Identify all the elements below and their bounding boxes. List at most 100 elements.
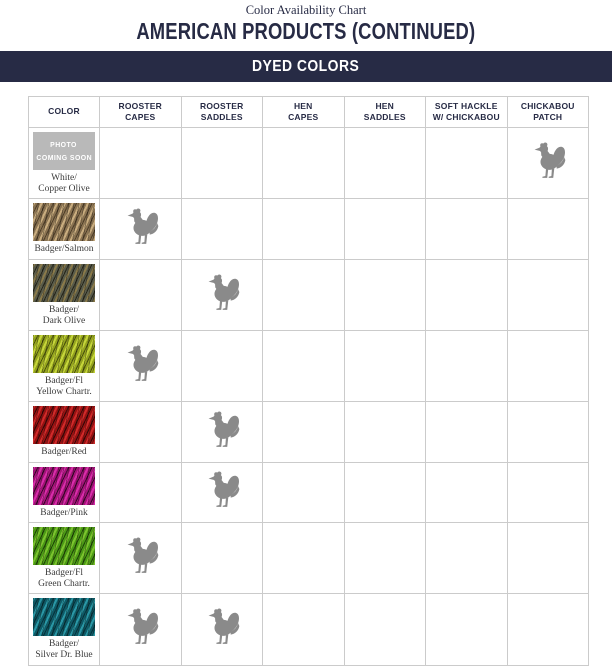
availability-cell-hen_saddles <box>343 198 426 260</box>
availability-cell-hen_saddles <box>343 521 426 595</box>
availability-cell-hen_capes <box>262 126 345 200</box>
availability-cell-rooster_capes <box>99 521 182 595</box>
availability-cell-chickabou_patch <box>506 593 589 666</box>
availability-cell-rooster_saddles <box>180 593 263 666</box>
availability-table: COLOR ROOSTER CAPES ROOSTER SADDLES HEN CAPES H… <box>28 96 589 666</box>
column-header-hen_saddles: HEN SADDLES <box>343 96 426 128</box>
photo-placeholder: PHOTO COMING SOON <box>33 132 95 170</box>
color-cell: Badger/Fl Yellow Chartr. <box>28 330 100 403</box>
table-row: Badger/Pink <box>28 461 589 523</box>
color-label: Badger/Silver Dr. Blue <box>35 639 93 661</box>
availability-cell-hen_capes <box>262 258 345 332</box>
availability-cell-soft_hackle_chickabou <box>425 126 508 200</box>
color-label: Badger/Salmon <box>34 244 94 255</box>
color-label: Badger/Fl Green Chartr. <box>38 567 90 590</box>
color-cell: Badger/Silver Dr. Blue <box>28 593 100 666</box>
table-row: Badger/Salmon <box>28 198 589 260</box>
availability-cell-rooster_saddles <box>180 330 263 403</box>
availability-cell-rooster_capes <box>99 401 182 463</box>
availability-cell-hen_capes <box>262 521 345 595</box>
color-cell: Badger/Red <box>28 401 100 463</box>
availability-cell-soft_hackle_chickabou <box>425 401 508 463</box>
availability-cell-rooster_saddles <box>180 198 263 260</box>
availability-cell-soft_hackle_chickabou <box>425 198 508 260</box>
feather-swatch-badger-fl-yellow-chartr <box>33 335 95 374</box>
availability-cell-rooster_saddles <box>180 461 263 523</box>
section-banner: DYED COLORS <box>0 51 612 82</box>
feather-swatch-badger-silver-dr-blue <box>33 598 95 637</box>
rooster-icon <box>203 606 240 647</box>
availability-cell-rooster_saddles <box>180 521 263 595</box>
availability-cell-chickabou_patch <box>506 401 589 463</box>
availability-cell-chickabou_patch <box>506 258 589 332</box>
availability-cell-rooster_saddles <box>180 126 263 200</box>
color-label: White/Copper Olive <box>38 173 90 195</box>
availability-cell-hen_saddles <box>343 461 426 523</box>
feather-swatch-badger-salmon <box>33 203 95 242</box>
availability-cell-rooster_capes <box>99 330 182 403</box>
availability-cell-hen_capes <box>262 593 345 666</box>
column-header-rooster_capes: ROOSTER CAPES <box>99 96 182 128</box>
rooster-icon <box>529 140 566 181</box>
availability-cell-hen_saddles <box>343 330 426 403</box>
header-row: COLOR ROOSTER CAPES ROOSTER SADDLES HEN CAPES H… <box>28 96 589 128</box>
availability-cell-soft_hackle_chickabou <box>425 461 508 523</box>
color-label: Badger/Fl Yellow Chartr. <box>36 376 92 398</box>
availability-cell-soft_hackle_chickabou <box>425 258 508 332</box>
availability-cell-rooster_capes <box>99 126 182 200</box>
availability-cell-hen_saddles <box>343 126 426 200</box>
availability-cell-hen_capes <box>262 330 345 403</box>
color-label: Badger/Dark Olive <box>42 304 86 326</box>
feather-swatch-badger-red <box>33 406 95 445</box>
availability-cell-hen_capes <box>262 401 345 463</box>
availability-cell-hen_capes <box>262 198 345 260</box>
availability-cell-chickabou_patch <box>506 461 589 523</box>
availability-cell-chickabou_patch <box>506 521 589 595</box>
color-cell: Badger/Pink <box>28 461 100 523</box>
rooster-icon <box>203 409 240 450</box>
section-banner-text: DYED COLORS <box>252 57 360 75</box>
color-label: Badger/Red <box>41 447 87 458</box>
table-row: Badger/Red <box>28 401 589 463</box>
availability-cell-hen_saddles <box>343 258 426 332</box>
feather-swatch-badger-dark-olive <box>33 263 95 302</box>
table-row: Badger/Fl Green Chartr. <box>28 521 589 595</box>
color-cell: Badger/Dark Olive <box>28 258 100 332</box>
availability-cell-rooster_saddles <box>180 258 263 332</box>
rooster-icon <box>122 606 159 647</box>
table-row: PHOTO COMING SOON White/Copper Olive <box>28 126 589 200</box>
page-title-text: AMERICAN PRODUCTS (CONTINUED) <box>136 18 476 44</box>
column-header-hen_capes: HEN CAPES <box>262 96 345 128</box>
page-title: AMERICAN PRODUCTS (CONTINUED) <box>0 18 612 46</box>
table-row: Badger/Silver Dr. Blue <box>28 593 589 666</box>
rooster-icon <box>203 469 240 510</box>
feather-swatch-badger-fl-green-chartr <box>33 526 95 565</box>
availability-cell-rooster_capes <box>99 593 182 666</box>
table-row: Badger/Fl Yellow Chartr. <box>28 330 589 403</box>
availability-cell-soft_hackle_chickabou <box>425 593 508 666</box>
color-cell: Badger/Salmon <box>28 198 100 260</box>
rooster-icon <box>122 343 159 384</box>
availability-cell-rooster_capes <box>99 461 182 523</box>
availability-cell-hen_saddles <box>343 401 426 463</box>
table-row: Badger/Dark Olive <box>28 258 589 332</box>
column-header-rooster_saddles: ROOSTER SADDLES <box>180 96 263 128</box>
availability-cell-chickabou_patch <box>506 126 589 200</box>
availability-cell-soft_hackle_chickabou <box>425 521 508 595</box>
chart-subtitle: Color Availability Chart <box>245 3 367 17</box>
color-label: Badger/Pink <box>40 507 88 518</box>
color-cell: Badger/Fl Green Chartr. <box>28 521 100 595</box>
availability-cell-hen_saddles <box>343 593 426 666</box>
column-header-soft_hackle_chickabou: SOFT HACKLE W/ CHICKABOU <box>425 96 508 128</box>
availability-cell-chickabou_patch <box>506 330 589 403</box>
color-cell: PHOTO COMING SOON White/Copper Olive <box>28 126 100 200</box>
rooster-icon <box>203 272 240 313</box>
column-header-chickabou_patch: CHICKABOU PATCH <box>506 96 589 128</box>
availability-cell-hen_capes <box>262 461 345 523</box>
column-header-color: COLOR <box>28 96 100 128</box>
availability-cell-soft_hackle_chickabou <box>425 330 508 403</box>
availability-cell-rooster_capes <box>99 198 182 260</box>
availability-cell-rooster_capes <box>99 258 182 332</box>
availability-cell-rooster_saddles <box>180 401 263 463</box>
